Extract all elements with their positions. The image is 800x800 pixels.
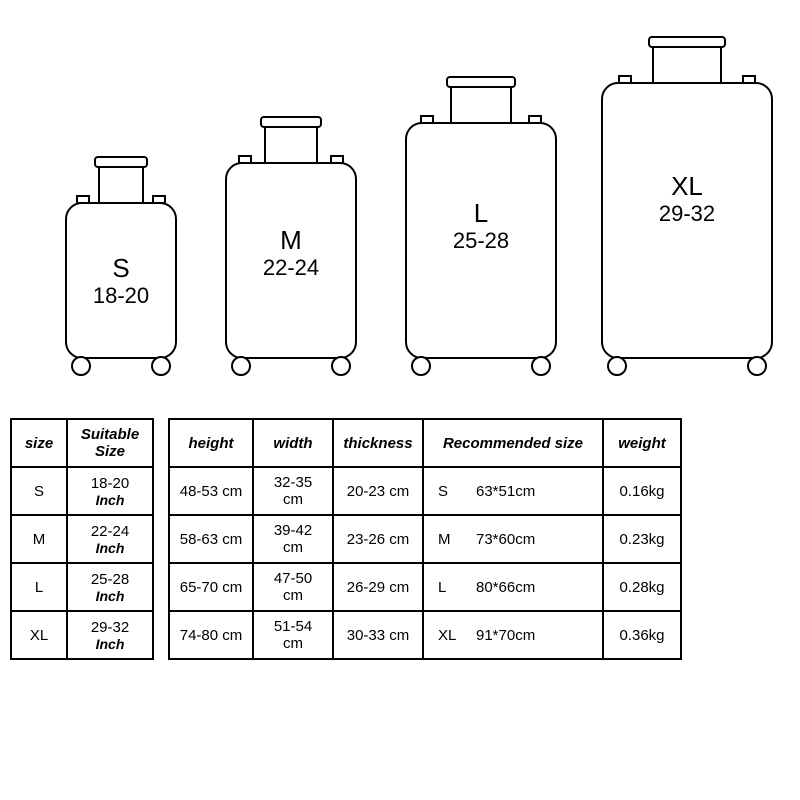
col-width: width (253, 419, 333, 467)
luggage-icon: L25-28 (402, 71, 560, 380)
cell-size: M (11, 515, 67, 563)
table-row: 58-63 cm39-42 cm23-26 cmM73*60cm0.23kg (169, 515, 681, 563)
col-size: size (11, 419, 67, 467)
luggage-range-label: 22-24 (222, 255, 360, 281)
cell-width: 32-35 cm (253, 467, 333, 515)
cell-width: 39-42 cm (253, 515, 333, 563)
cell-size: L (11, 563, 67, 611)
cell-recommended: S63*51cm (423, 467, 603, 515)
col-recommended-size: Recommended size (423, 419, 603, 467)
size-tables-container: size Suitable Size S18-20InchM22-24InchL… (10, 418, 790, 660)
luggage-icon: S18-20 (62, 151, 180, 380)
cell-suitable: 22-24Inch (67, 515, 153, 563)
table-row: L25-28Inch (11, 563, 153, 611)
cell-thickness: 20-23 cm (333, 467, 423, 515)
cell-size: S (11, 467, 67, 515)
cell-suitable: 29-32Inch (67, 611, 153, 659)
cell-size: XL (11, 611, 67, 659)
table-row: 48-53 cm32-35 cm20-23 cmS63*51cm0.16kg (169, 467, 681, 515)
cell-weight: 0.23kg (603, 515, 681, 563)
cell-weight: 0.36kg (603, 611, 681, 659)
table-row: M22-24Inch (11, 515, 153, 563)
cell-suitable: 25-28Inch (67, 563, 153, 611)
luggage-size-label: L (402, 198, 560, 229)
luggage-icon: XL29-32 (598, 31, 776, 380)
cell-width: 51-54 cm (253, 611, 333, 659)
luggage-size-label: M (222, 225, 360, 256)
cell-thickness: 30-33 cm (333, 611, 423, 659)
cell-suitable: 18-20Inch (67, 467, 153, 515)
luggage-size-label: XL (598, 171, 776, 202)
col-thickness: thickness (333, 419, 423, 467)
cell-weight: 0.28kg (603, 563, 681, 611)
cell-height: 65-70 cm (169, 563, 253, 611)
col-height: height (169, 419, 253, 467)
dimensions-table: height width thickness Recommended size … (168, 418, 682, 660)
table-row: XL29-32Inch (11, 611, 153, 659)
luggage-range-label: 25-28 (402, 228, 560, 254)
luggage-icon: M22-24 (222, 111, 360, 380)
cell-height: 48-53 cm (169, 467, 253, 515)
cell-width: 47-50 cm (253, 563, 333, 611)
cell-height: 58-63 cm (169, 515, 253, 563)
luggage-range-label: 29-32 (598, 201, 776, 227)
table-row: 65-70 cm47-50 cm26-29 cmL80*66cm0.28kg (169, 563, 681, 611)
cell-recommended: L80*66cm (423, 563, 603, 611)
cell-recommended: M73*60cm (423, 515, 603, 563)
cell-recommended: XL91*70cm (423, 611, 603, 659)
cell-weight: 0.16kg (603, 467, 681, 515)
suitable-size-table: size Suitable Size S18-20InchM22-24InchL… (10, 418, 154, 660)
table-row: 74-80 cm51-54 cm30-33 cmXL91*70cm0.36kg (169, 611, 681, 659)
cell-thickness: 23-26 cm (333, 515, 423, 563)
luggage-range-label: 18-20 (62, 283, 180, 309)
cell-thickness: 26-29 cm (333, 563, 423, 611)
col-weight: weight (603, 419, 681, 467)
cell-height: 74-80 cm (169, 611, 253, 659)
luggage-size-diagram: S18-20M22-24L25-28XL29-32 (0, 20, 800, 380)
table-row: S18-20Inch (11, 467, 153, 515)
col-suitable-size: Suitable Size (67, 419, 153, 467)
luggage-size-label: S (62, 253, 180, 284)
